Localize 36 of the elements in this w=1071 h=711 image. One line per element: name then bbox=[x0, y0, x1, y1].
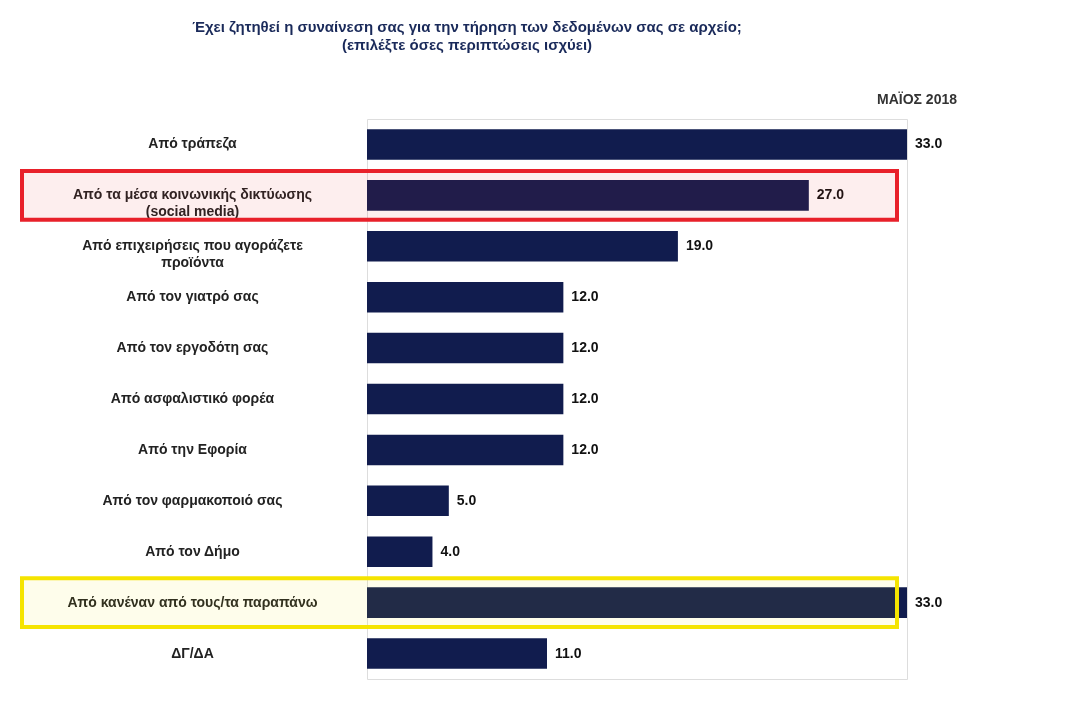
y-tick-label: Από ασφαλιστικό φορέα bbox=[110, 390, 275, 406]
bar bbox=[367, 383, 564, 415]
y-tick-label: Από επιχειρήσεις που αγοράζετε προϊόντα bbox=[82, 237, 304, 271]
y-tick-label: Από τον γιατρό σας bbox=[126, 288, 259, 305]
data-label: 4.0 bbox=[440, 542, 461, 559]
data-label: 12.0 bbox=[571, 288, 599, 305]
y-tick-label: Από τον εργοδότη σας bbox=[116, 339, 269, 356]
bar bbox=[367, 587, 907, 618]
data-label: 12.0 bbox=[571, 440, 599, 457]
chart-subtitle: (επιλέξτε όσες περιπτώσεις ισχύει) bbox=[341, 36, 593, 53]
bar bbox=[367, 180, 809, 211]
chart-title: Έχει ζητηθεί η συναίνεση σας για την τήρηση των δεδομένων σας σε αρχείο; bbox=[192, 18, 742, 35]
y-tick-label: Από την Εφορία bbox=[138, 440, 248, 457]
data-label: 5.0 bbox=[456, 491, 477, 508]
bar bbox=[367, 536, 433, 567]
y-tick-label: ΔΓ/ΔΑ bbox=[171, 644, 214, 661]
y-tick-label: Από τον φαρμακοποιό σας bbox=[102, 491, 283, 508]
bar bbox=[367, 485, 449, 517]
data-label: 33.0 bbox=[915, 593, 943, 610]
y-tick-label: Από τράπεζα bbox=[148, 135, 238, 152]
bar bbox=[367, 129, 907, 160]
data-label: 33.0 bbox=[915, 135, 943, 152]
bar bbox=[367, 332, 564, 364]
data-label: 12.0 bbox=[571, 390, 599, 406]
data-label: 12.0 bbox=[571, 339, 599, 356]
bar bbox=[367, 231, 678, 262]
y-tick-label: Από κανέναν από τους/τα παραπάνω bbox=[67, 593, 318, 610]
bar bbox=[367, 281, 564, 313]
bar bbox=[367, 638, 547, 669]
y-tick-label: Από τον Δήμο bbox=[145, 542, 240, 559]
data-label: 19.0 bbox=[685, 237, 714, 254]
y-tick-label: Από τα μέσα κοινωνικής δικτύωσης (social media) bbox=[73, 186, 312, 220]
data-label: 11.0 bbox=[555, 644, 582, 661]
data-label: 27.0 bbox=[816, 186, 845, 203]
text: ΜΑΪΟΣ 2018 bbox=[877, 91, 958, 107]
bar bbox=[367, 434, 564, 466]
